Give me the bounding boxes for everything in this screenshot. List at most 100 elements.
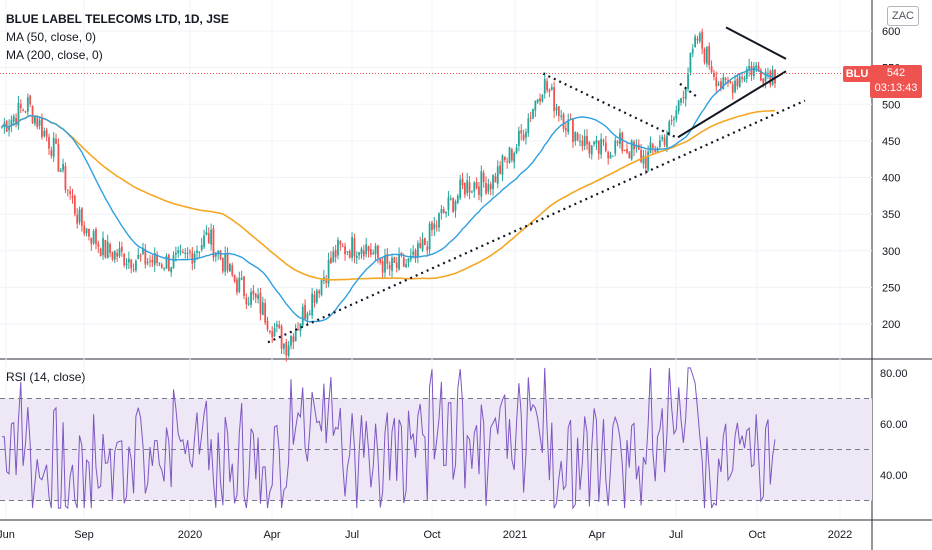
candle-body [750, 65, 753, 76]
candle-body [755, 65, 758, 69]
candle-body [186, 253, 189, 255]
candle-body [623, 150, 626, 152]
candle-body [123, 253, 126, 266]
candle-body [687, 74, 689, 89]
candle-body [301, 306, 304, 326]
candle-body [539, 98, 541, 102]
candle-body [724, 78, 727, 80]
candle-body [694, 36, 697, 48]
candle-body [393, 257, 396, 263]
symbol-title[interactable]: BLUE LABEL TELECOMS LTD, 1D, JSE [6, 12, 229, 26]
candle-body [579, 141, 581, 143]
candle-body [22, 110, 25, 112]
currency-badge[interactable]: ZAC [887, 6, 919, 26]
candle-body [233, 274, 236, 282]
candle-body [179, 251, 182, 253]
candle-body [731, 84, 734, 93]
candle-body [92, 230, 95, 244]
candle-body [548, 89, 551, 92]
candle-body [760, 70, 762, 81]
candle-body [106, 241, 109, 259]
candle-body [196, 250, 198, 253]
candle-body [463, 183, 466, 195]
candle-body [677, 100, 680, 112]
candle-body [229, 263, 231, 272]
candle-body [640, 149, 642, 162]
ma50-line [1, 68, 776, 323]
candle-body [259, 292, 262, 314]
candle-body [52, 137, 55, 157]
candle-body [703, 49, 706, 63]
candle-body [752, 66, 755, 77]
candle-body [384, 255, 386, 273]
candle-body [43, 130, 46, 136]
candle-body [294, 330, 297, 342]
ma200-legend[interactable]: MA (200, close, 0) [6, 48, 103, 62]
candle-body [541, 94, 544, 102]
candle-body [125, 263, 128, 266]
candle-body [431, 222, 433, 231]
candle-body [412, 251, 415, 255]
candle-body [78, 209, 81, 223]
rsi-legend[interactable]: RSI (14, close) [6, 370, 86, 384]
candle-body [647, 151, 650, 171]
candle-body [651, 144, 654, 148]
candle-body [666, 135, 668, 147]
candle-body [628, 152, 631, 159]
candle-body [85, 228, 88, 234]
candle-body [407, 258, 410, 263]
candle-body [741, 77, 744, 79]
candle-body [170, 267, 173, 273]
candle-body [588, 142, 591, 154]
candle-body [198, 251, 201, 253]
candle-body [586, 135, 588, 145]
candle-body [88, 229, 90, 237]
x-tick-label: Apr [263, 529, 280, 541]
candle-body [377, 245, 379, 258]
candle-body [36, 118, 39, 128]
triangle-upper-line [725, 26, 787, 60]
candle-body [184, 252, 187, 254]
candle-body [226, 252, 229, 271]
candle-body [391, 257, 393, 271]
candle-body [330, 257, 332, 264]
candle-body [527, 118, 530, 133]
candle-body [745, 69, 748, 79]
candle-body [449, 198, 452, 200]
candle-body [433, 223, 436, 230]
candle-body [156, 254, 158, 263]
candle-body [564, 128, 567, 131]
candle-body [33, 116, 36, 124]
ma50-legend[interactable]: MA (50, close, 0) [6, 30, 97, 44]
candle-body [637, 144, 640, 150]
rsi-line [2, 367, 776, 510]
candle-body [475, 181, 478, 188]
candle-body [562, 114, 565, 129]
y-tick-label: 350 [882, 209, 900, 221]
candle-body [299, 323, 302, 332]
candle-body [503, 156, 506, 160]
candle-body [536, 99, 539, 103]
candle-body [461, 178, 464, 186]
candle-body [62, 164, 64, 171]
candle-body [482, 172, 485, 182]
candle-body [130, 259, 133, 269]
candle-body [238, 278, 241, 292]
candle-body [205, 231, 208, 235]
candle-body [438, 213, 440, 228]
y-tick-label: 600 [882, 26, 900, 38]
candle-body [661, 136, 664, 140]
candle-body [574, 131, 577, 141]
candle-body [402, 257, 405, 267]
candle-body [705, 46, 708, 64]
candle-body [1, 126, 3, 128]
candle-body [17, 102, 20, 126]
candle-body [374, 246, 377, 255]
candle-body [644, 157, 647, 169]
candle-body [320, 279, 323, 295]
candle-body [144, 249, 147, 265]
candle-body [466, 180, 469, 193]
candle-body [673, 118, 675, 120]
candle-body [494, 176, 497, 183]
